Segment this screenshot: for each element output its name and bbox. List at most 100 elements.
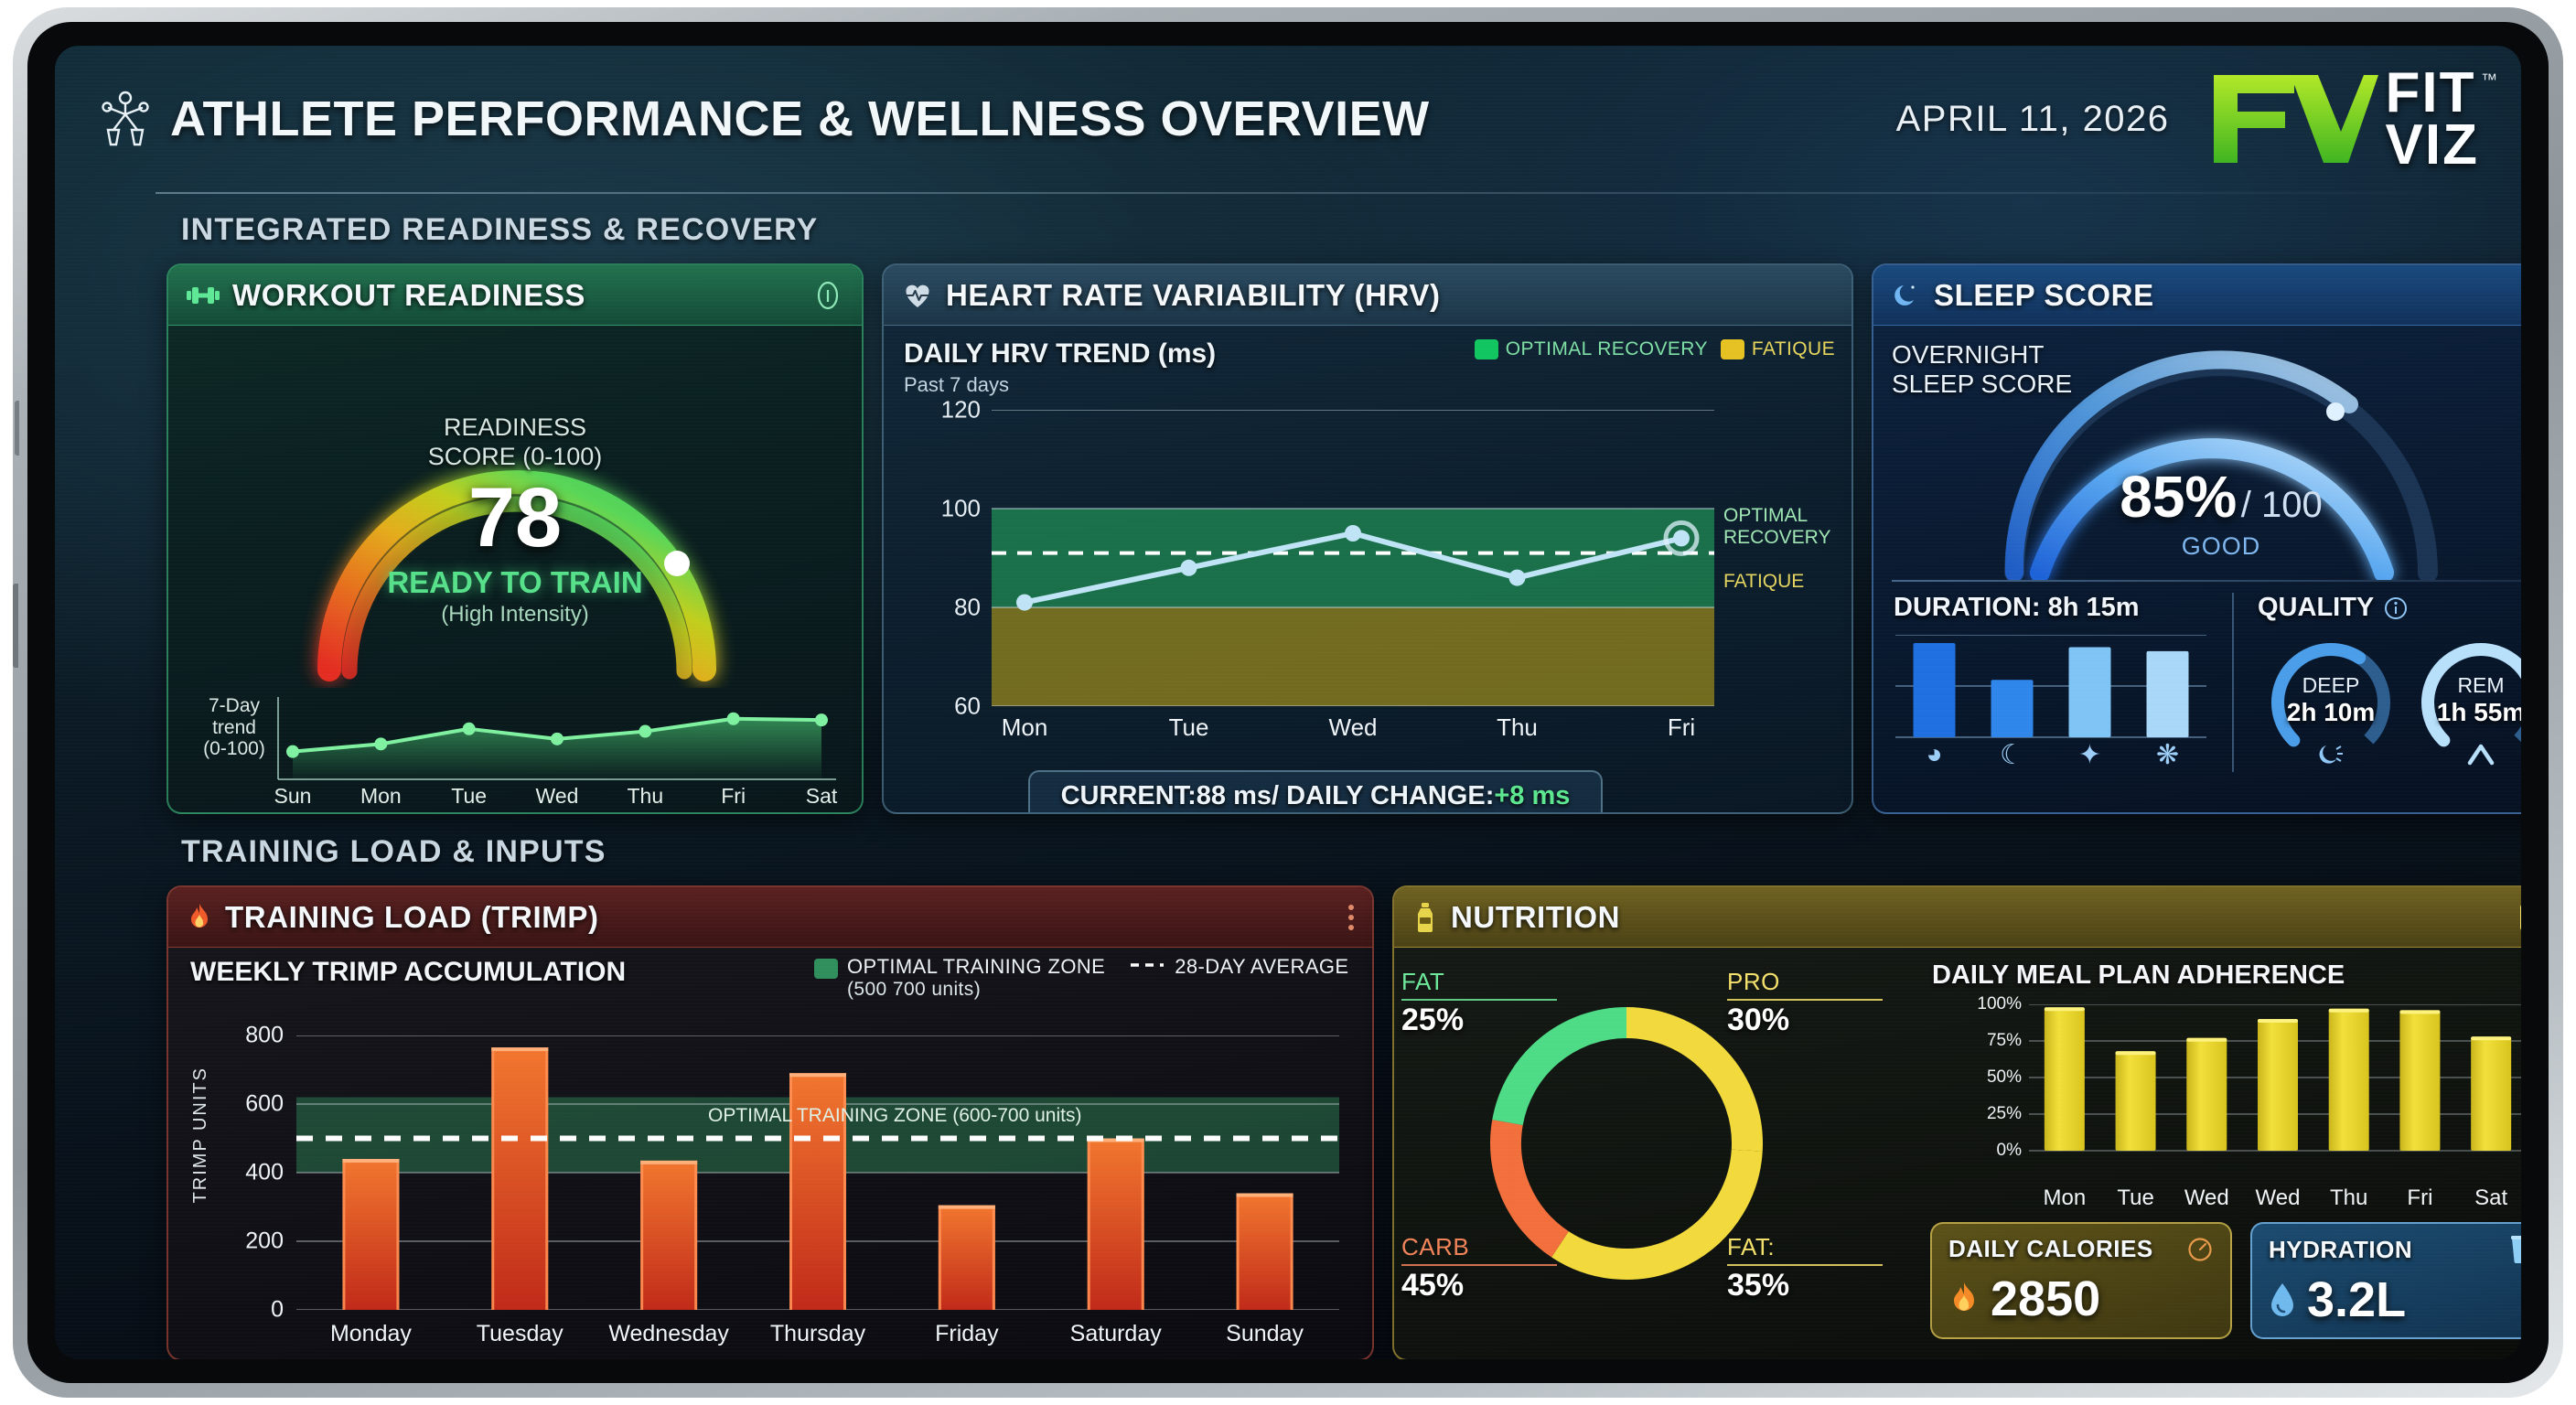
card-header-hrv: HEART RATE VARIABILITY (HRV) [884, 265, 1852, 326]
meal-adherence-chart: 100% 75% 50% 25% 0% Mon Tue Wed Wed Thu Fri Sat [1977, 994, 2521, 1210]
tile-hydration[interactable]: HYDRATION 3.2L [2250, 1222, 2521, 1339]
meal-y-tick: 50% [1986, 1067, 2022, 1087]
trimp-x-tick: Thursday [769, 1321, 866, 1346]
tile-label-calories: DAILY CALORIES [1948, 1235, 2153, 1262]
macro-label-fat: FAT: 35% [1727, 1233, 1883, 1303]
tile-daily-calories[interactable]: DAILY CALORIES 2850 [1930, 1222, 2232, 1339]
trend-chart-icon[interactable] [2519, 903, 2521, 932]
macro-rule [1401, 999, 1557, 1001]
card-header-training-load: TRAINING LOAD (TRIMP) [168, 887, 1372, 948]
hrv-current-readout: CURRENT: 88 ms / DAILY CHANGE: +8 ms [1028, 770, 1603, 812]
tile-value-hydration: 3.2L [2269, 1271, 2521, 1328]
card-training-load[interactable]: TRAINING LOAD (TRIMP) WEEKLY TRIMP ACCUM… [166, 885, 1374, 1359]
hrv-change-value: +8 ms [1494, 780, 1571, 810]
readiness-trend-chart: Sun Mon Tue Wed Thu Fri Sat [190, 690, 843, 810]
trend-x-label: Sun [274, 784, 312, 808]
sleep-duration-chart: ◕ ☾ ✦ ❋ [1895, 634, 2206, 774]
sleep-ring-rem-name: REM [2457, 673, 2505, 697]
macro-label-carb: CARB 45% [1401, 1233, 1557, 1303]
tile-header-hydration: HYDRATION [2269, 1235, 2521, 1264]
card-header-nutrition: NUTRITION [1394, 887, 2521, 948]
kebab-menu-icon[interactable] [1348, 904, 1354, 930]
heart-pulse-icon [906, 284, 929, 307]
hrv-x-tick: Wed [1328, 713, 1378, 741]
tablet-device-frame: ATHLETE PERFORMANCE & WELLNESS OVERVIEW … [13, 7, 2563, 1398]
card-nutrition[interactable]: NUTRITION FAT 25% PRO 30% CARB 45% FAT: 35% DAI… [1392, 885, 2521, 1359]
card-workout-readiness[interactable]: WORKOUT READINESS [166, 263, 864, 814]
card-body-sleep: OVERNIGHT SLEEP SCORE [1873, 326, 2521, 812]
info-icon[interactable] [812, 280, 843, 311]
card-body-training-load: WEEKLY TRIMP ACCUMULATION OPTIMAL TRAINI… [168, 948, 1372, 1359]
dashboard-date: APRIL 11, 2026 [1895, 98, 2170, 139]
trimp-x-tick: Friday [935, 1321, 999, 1346]
nutrition-bottle-icon [1418, 902, 1433, 932]
power-button[interactable] [13, 584, 18, 668]
tile-header-calories: DAILY CALORIES [1948, 1235, 2214, 1263]
legend-item-optimal-zone: OPTIMAL TRAINING ZONE (500 700 units) [814, 955, 1105, 1001]
hrv-y-tick: 80 [954, 593, 981, 621]
dumbbell-icon [187, 286, 220, 304]
trimp-subtitle: WEEKLY TRIMP ACCUMULATION [190, 957, 627, 987]
training-load-chart: OPTIMAL TRAINING ZONE (600-700 units) 80… [245, 1023, 1339, 1346]
readiness-label-line2: SCORE (0-100) [427, 442, 603, 470]
card-title-training-load: TRAINING LOAD (TRIMP) [225, 899, 599, 934]
cup-icon [2511, 1236, 2521, 1263]
readiness-status-badge: READY TO TRAIN [387, 564, 643, 599]
macro-name: FAT: [1727, 1233, 1776, 1260]
hrv-y-tick: 100 [940, 494, 981, 522]
readiness-score-label: READINESS SCORE (0-100) [168, 413, 862, 472]
card-title-nutrition: NUTRITION [1451, 899, 1621, 934]
trimp-y-axis-label: TRIMP UNITS [190, 1067, 210, 1204]
zzz-icon[interactable]: z Z [2519, 281, 2521, 310]
hrv-subtitle-period: Past 7 days [904, 373, 1009, 396]
hrv-legend: OPTIMAL RECOVERY FATIQUE [1474, 338, 1835, 360]
meal-x-tick: Tue [2117, 1185, 2154, 1210]
macro-label-fat: FAT 25% [1401, 968, 1557, 1038]
readiness-label-line1: READINESS [443, 413, 587, 441]
legend-item-fatigue: FATIQUE [1720, 338, 1835, 360]
card-body-workout-readiness: READINESS SCORE (0-100) 78 READY TO TRAI… [168, 326, 862, 812]
hrv-x-tick: Fri [1667, 713, 1696, 741]
sleep-ring-deep-text: DEEP 2h 10m [2261, 673, 2400, 727]
sparkle-icon: ✦ [2077, 740, 2102, 770]
sleep-score-rating: GOOD [2181, 532, 2261, 560]
droplets-icon: ❋ [2155, 740, 2180, 770]
sleep-ring-rem-text: REM 1h 55m [2411, 673, 2521, 727]
macro-value: 30% [1727, 1003, 1790, 1037]
trend-x-label: Fri [721, 784, 746, 808]
meal-x-tick: Sat [2474, 1185, 2508, 1210]
fv-logo-mark [2213, 75, 2378, 163]
card-body-nutrition: FAT 25% PRO 30% CARB 45% FAT: 35% DAILY MEAL PL… [1394, 948, 2521, 1359]
trend-x-label: Wed [535, 784, 579, 808]
brand-logo: FIT VIZ ™ [2206, 64, 2497, 174]
volume-button[interactable] [15, 401, 19, 456]
deep-sleep-icon [2319, 745, 2343, 764]
legend-label-fatigue: FATIQUE [1751, 338, 1835, 359]
water-drop-icon [2271, 1283, 2293, 1316]
macro-label-pro: PRO 30% [1727, 968, 1883, 1038]
macro-name: CARB [1401, 1233, 1470, 1260]
dashboard-screen: ATHLETE PERFORMANCE & WELLNESS OVERVIEW … [55, 46, 2521, 1359]
sleep-ring-deep-value: 2h 10m [2286, 698, 2376, 726]
sleep-overnight-label: OVERNIGHT SLEEP SCORE [1892, 340, 2073, 398]
dashed-line-icon [1131, 963, 1165, 967]
info-icon[interactable] [2383, 595, 2409, 621]
sleep-quality-text: QUALITY [2258, 593, 2375, 622]
trimp-x-tick: Tuesday [476, 1321, 564, 1346]
trimp-y-tick: 200 [245, 1228, 284, 1254]
card-body-hrv: DAILY HRV TREND (ms) Past 7 days OPTIMAL… [884, 326, 1852, 812]
sleep-section-divider [2232, 593, 2234, 772]
sleep-score-percent: 85% [2120, 464, 2238, 530]
gauge-icon [2188, 1237, 2212, 1261]
card-heart-rate-variability[interactable]: HEART RATE VARIABILITY (HRV) DAILY HRV T… [882, 263, 1853, 814]
sleep-score-max: / 100 [2240, 485, 2323, 525]
sleep-score-arc [1983, 333, 2459, 583]
legend-swatch-fatigue [1720, 339, 1744, 359]
hrv-x-tick: Mon [1001, 713, 1048, 741]
trend-x-label: Tue [451, 784, 488, 808]
trimp-x-tick: Sunday [1226, 1321, 1304, 1346]
tablet-bezel: ATHLETE PERFORMANCE & WELLNESS OVERVIEW … [13, 22, 2549, 1383]
section-heading-readiness: INTEGRATED READINESS & RECOVERY [181, 212, 819, 247]
meal-x-tick: Thu [2330, 1185, 2368, 1210]
